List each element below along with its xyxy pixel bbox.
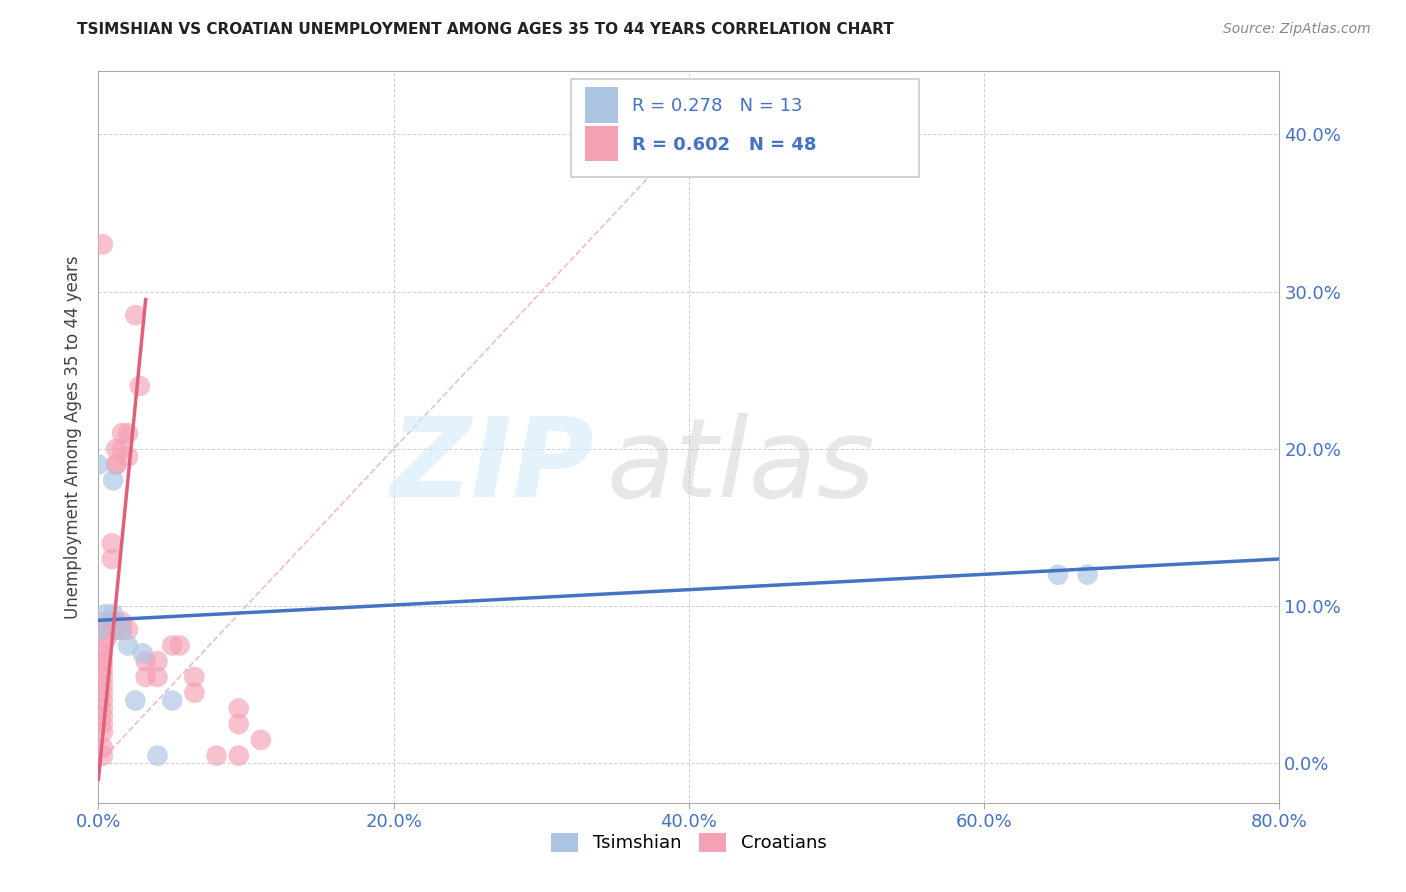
Point [117,426,139,441]
Text: R = 0.602   N = 48: R = 0.602 N = 48 [633,136,817,154]
Point [205,748,228,763]
Point [91,725,114,739]
FancyBboxPatch shape [571,78,920,178]
Point [183,670,205,684]
Point [91,748,114,763]
Point [96,631,118,645]
Point [250,732,273,747]
Point [111,615,134,629]
Point [91,686,114,700]
Point [105,442,128,456]
Text: R = 0.278   N = 13: R = 0.278 N = 13 [633,97,803,115]
Point [105,458,128,472]
Bar [585,87,619,122]
Point [135,654,157,668]
Point [103,473,125,487]
Point [228,717,250,731]
Point [117,623,139,637]
Text: ZIP: ZIP [391,413,595,520]
Point [128,379,150,393]
Point [132,646,155,660]
Point [105,615,128,629]
Point [100,536,122,550]
Point [162,693,183,707]
Point [100,615,122,629]
Point [91,709,114,723]
Point [94,607,117,621]
Point [110,623,132,637]
Point [135,670,157,684]
Point [117,450,139,464]
Point [100,552,122,566]
Point [91,237,114,252]
Point [1046,567,1070,582]
Point [91,646,114,660]
Point [91,670,114,684]
Point [91,639,114,653]
Text: Source: ZipAtlas.com: Source: ZipAtlas.com [1223,22,1371,37]
Y-axis label: Unemployment Among Ages 35 to 44 years: Unemployment Among Ages 35 to 44 years [65,255,83,619]
Point [146,670,169,684]
Point [117,639,139,653]
Point [91,678,114,692]
Point [146,748,169,763]
Point [103,607,125,621]
Point [91,662,114,676]
Point [169,639,191,653]
Text: atlas: atlas [606,413,875,520]
Point [87,623,110,637]
Point [183,686,205,700]
Point [105,458,128,472]
Point [111,442,134,456]
Legend: Tsimshian, Croatians: Tsimshian, Croatians [544,826,834,860]
Point [111,623,134,637]
Bar [585,126,619,161]
Point [91,693,114,707]
Point [228,748,250,763]
Point [91,701,114,715]
Point [228,701,250,715]
Point [91,615,114,629]
Point [111,426,134,441]
Text: TSIMSHIAN VS CROATIAN UNEMPLOYMENT AMONG AGES 35 TO 44 YEARS CORRELATION CHART: TSIMSHIAN VS CROATIAN UNEMPLOYMENT AMONG… [77,22,894,37]
Point [162,639,183,653]
Point [124,308,146,322]
Point [146,654,169,668]
Point [87,458,110,472]
Point [91,740,114,755]
Point [124,693,146,707]
Point [1077,567,1099,582]
Point [91,654,114,668]
Point [91,717,114,731]
Point [91,623,114,637]
Point [105,623,128,637]
